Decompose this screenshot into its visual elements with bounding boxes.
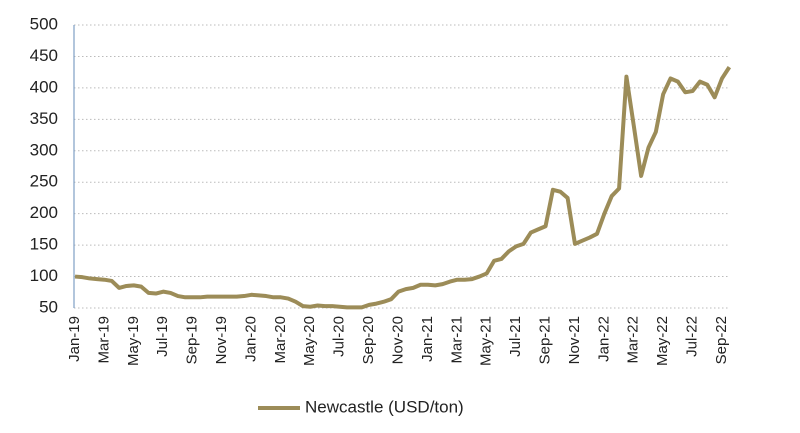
x-tick-label: Mar-21: [448, 316, 465, 364]
y-tick-label: 350: [30, 109, 58, 128]
x-tick-label: Sep-22: [713, 316, 730, 364]
x-tick-label: Sep-21: [537, 316, 554, 364]
x-tick-label: Nov-20: [389, 316, 406, 364]
legend-label: Newcastle (USD/ton): [305, 397, 464, 416]
x-tick-label: Mar-19: [95, 316, 112, 364]
x-tick-label: Mar-22: [625, 316, 642, 364]
x-tick-label: Jul-22: [684, 316, 701, 357]
x-tick-label: Sep-20: [360, 316, 377, 364]
x-tick-label: Nov-21: [566, 316, 583, 364]
x-tick-label: May-20: [301, 316, 318, 366]
x-tick-label: Jul-21: [507, 316, 524, 357]
x-tick-label: Jul-20: [331, 316, 348, 357]
x-tick-label: Jul-19: [154, 316, 171, 357]
x-tick-label: Jan-19: [66, 316, 83, 362]
x-tick-label: May-21: [478, 316, 495, 366]
x-tick-label: May-22: [654, 316, 671, 366]
x-tick-label: May-19: [125, 316, 142, 366]
x-tick-label: Sep-19: [184, 316, 201, 364]
y-tick-label: 50: [39, 297, 58, 316]
y-tick-label: 300: [30, 140, 58, 159]
y-tick-label: 250: [30, 172, 58, 191]
series-line: [74, 66, 732, 310]
x-tick-label: Jan-21: [419, 316, 436, 362]
y-tick-label: 100: [30, 266, 58, 285]
y-tick-label: 150: [30, 235, 58, 254]
y-tick-label: 400: [30, 77, 58, 96]
x-tick-label: Nov-19: [213, 316, 230, 364]
x-tick-label: Jan-22: [595, 316, 612, 362]
y-tick-label: 450: [30, 46, 58, 65]
y-tick-label: 200: [30, 203, 58, 222]
y-tick-label: 500: [30, 14, 58, 33]
x-tick-label: Jan-20: [242, 316, 259, 362]
x-tick-label: Mar-20: [272, 316, 289, 364]
